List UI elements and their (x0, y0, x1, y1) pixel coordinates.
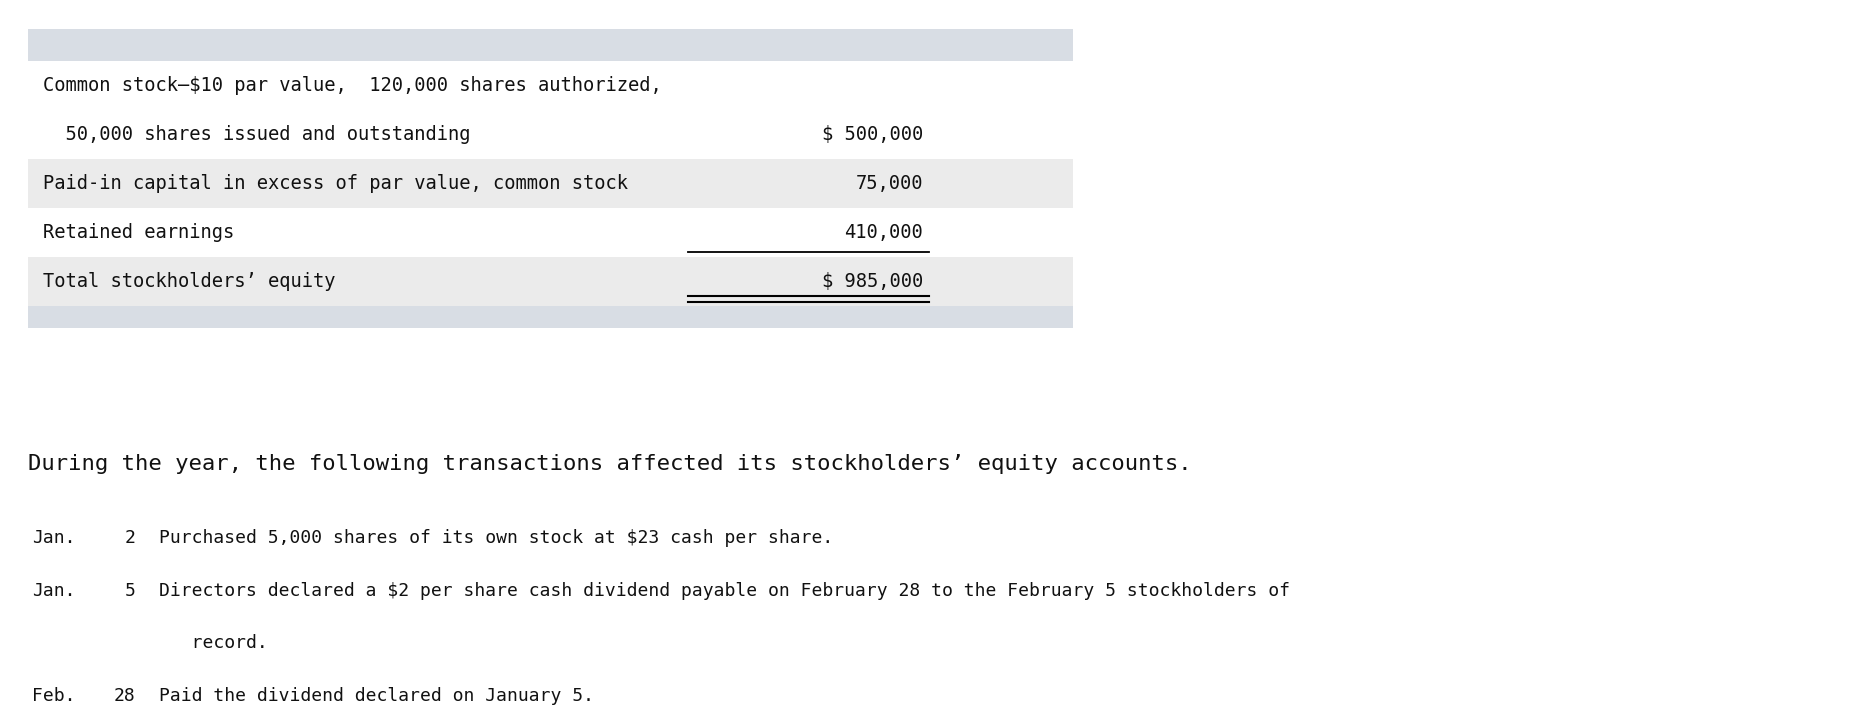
Text: 28: 28 (113, 687, 135, 705)
Text: 2: 2 (124, 529, 135, 547)
Bar (28, 159, 1073, 208)
Text: Paid the dividend declared on January 5.: Paid the dividend declared on January 5. (159, 687, 595, 705)
Text: $ 500,000: $ 500,000 (822, 125, 923, 144)
Text: Retained earnings: Retained earnings (43, 223, 234, 242)
Text: Paid-in capital in excess of par value, common stock: Paid-in capital in excess of par value, … (43, 174, 628, 193)
Bar (28, 61, 1073, 110)
Text: $ 985,000: $ 985,000 (822, 272, 923, 291)
Bar (28, 257, 1073, 306)
Bar (28, 110, 1073, 159)
Text: Jan.: Jan. (32, 529, 75, 547)
Text: 75,000: 75,000 (855, 174, 923, 193)
Text: 410,000: 410,000 (844, 223, 923, 242)
Text: During the year, the following transactions affected its stockholders’ equity ac: During the year, the following transacti… (28, 454, 1191, 474)
Text: Directors declared a $2 per share cash dividend payable on February 28 to the Fe: Directors declared a $2 per share cash d… (159, 582, 1291, 600)
Bar (28, 306, 1073, 328)
Text: Feb.: Feb. (32, 687, 75, 705)
Text: Purchased 5,000 shares of its own stock at $23 cash per share.: Purchased 5,000 shares of its own stock … (159, 529, 833, 547)
Bar (28, 29, 1073, 61)
Text: 5: 5 (124, 582, 135, 600)
Text: Total stockholders’ equity: Total stockholders’ equity (43, 272, 336, 291)
Text: 50,000 shares issued and outstanding: 50,000 shares issued and outstanding (43, 125, 471, 144)
Text: record.: record. (159, 634, 268, 652)
Bar (28, 208, 1073, 257)
Text: Jan.: Jan. (32, 582, 75, 600)
Text: Common stock–$10 par value,  120,000 shares authorized,: Common stock–$10 par value, 120,000 shar… (43, 76, 662, 95)
